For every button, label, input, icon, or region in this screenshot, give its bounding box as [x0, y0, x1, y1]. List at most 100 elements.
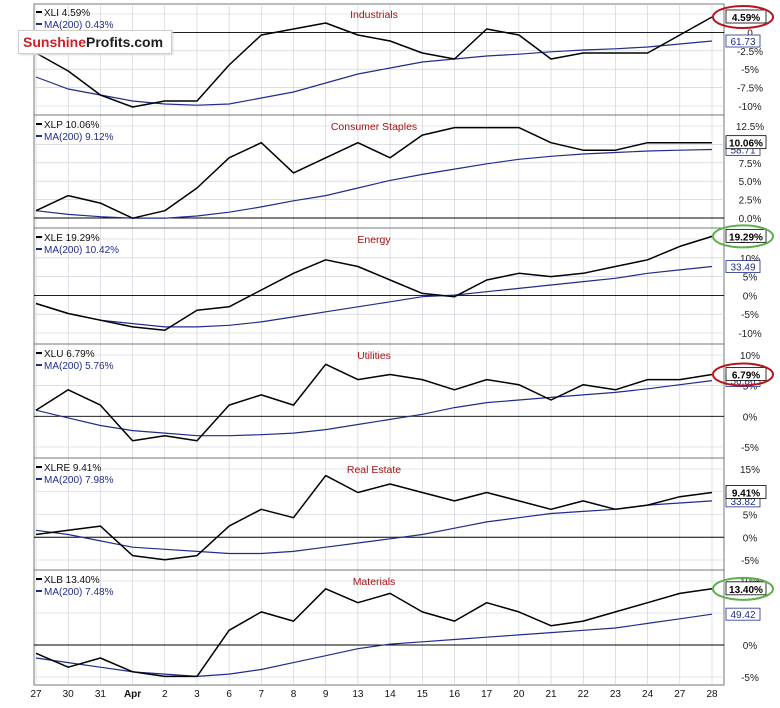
ma-value-box	[725, 260, 761, 273]
last-value-box	[725, 485, 767, 499]
x-tick-label: 13	[352, 689, 364, 700]
legend-price: XLP 10.06%	[44, 120, 100, 131]
x-tick-label: 15	[417, 689, 429, 700]
y-tick-label: 0%	[743, 412, 758, 423]
x-tick-label: 20	[513, 689, 525, 700]
highlight-circle	[712, 576, 774, 601]
legend-ma: MA(200) 5.76%	[44, 361, 114, 372]
ma-line	[35, 500, 713, 555]
legend-price: XLU 6.79%	[44, 349, 95, 360]
x-tick-label: 30	[63, 689, 75, 700]
y-tick-label: -5%	[741, 443, 759, 454]
price-line	[35, 363, 713, 442]
y-tick-label: 0.0%	[739, 214, 762, 225]
logo: Sunshine Profits.com	[18, 30, 173, 54]
ma-value-label: 49.42	[730, 610, 755, 621]
y-tick-label: 10%	[740, 351, 760, 362]
last-value-box	[725, 228, 767, 243]
y-tick-label: -10%	[738, 329, 761, 340]
x-tick-label: 6	[226, 689, 232, 700]
ma-value-box	[725, 607, 761, 621]
last-value-label: 9.41%	[732, 488, 760, 499]
x-tick-label: 23	[610, 689, 622, 700]
highlight-circle	[712, 224, 774, 249]
price-line	[35, 16, 713, 108]
ma-value-box	[725, 34, 761, 48]
x-tick-label: Apr	[124, 689, 141, 700]
x-tick-label: 8	[291, 689, 297, 700]
price-line	[35, 126, 712, 219]
price-line	[35, 235, 713, 332]
last-value-box	[725, 367, 767, 381]
last-value-box	[725, 581, 767, 596]
legend-ma: MA(200) 7.98%	[44, 475, 114, 486]
legend-price: XLB 13.40%	[44, 575, 100, 586]
y-tick-label: -7.5%	[737, 84, 763, 95]
last-value-box	[725, 135, 767, 150]
x-tick-label: 22	[578, 689, 590, 700]
legend-price: XLRE 9.41%	[44, 463, 101, 474]
x-tick-label: 9	[323, 689, 329, 700]
last-value-label: 6.79%	[732, 371, 760, 382]
ma-line	[35, 380, 713, 437]
y-tick-label: 0%	[743, 291, 758, 302]
panel-utilities: 10% 5% 0% -5% Utilities XLU 6.79%MA(200) 5.76…	[34, 343, 774, 454]
last-value-label: 19.29%	[729, 232, 763, 243]
y-tick-label: -5%	[741, 65, 759, 76]
logo-part2: Profits.com	[86, 34, 164, 50]
legend-ma: MA(200) 9.12%	[44, 132, 114, 143]
y-tick-label: 5%	[743, 511, 758, 522]
ma-value-label: 58.71	[730, 145, 755, 156]
y-tick-label: -2.5%	[737, 47, 763, 58]
panel-consumer-staples: 12.5%10.0%7.5%5.0%2.5%0.0%Consumer Stapl…	[34, 114, 767, 225]
y-tick-label: 12.5%	[736, 122, 764, 133]
ma-line	[35, 613, 713, 678]
ma-value-label: 56.86	[730, 377, 755, 388]
ma-value-label: 33.49	[730, 263, 755, 274]
y-tick-label: 15%	[740, 465, 760, 476]
ma-value-label: 61.73	[730, 37, 755, 48]
y-tick-label: 0	[747, 28, 753, 39]
last-value-label: 4.59%	[732, 13, 760, 24]
x-tick-label: 7	[259, 689, 265, 700]
panel-title: Industrials	[350, 9, 398, 21]
y-tick-label: 10%	[740, 254, 760, 265]
highlight-circle	[712, 5, 774, 29]
legend-ma: MA(200) 7.48%	[44, 587, 114, 598]
x-tick-label: 17	[481, 689, 493, 700]
last-value-label: 10.06%	[729, 139, 763, 150]
x-tick-label: 31	[95, 689, 107, 700]
y-tick-label: 5%	[743, 382, 758, 393]
y-tick-label: -5%	[741, 673, 759, 684]
x-tick-label: 21	[545, 689, 557, 700]
y-tick-label: 7.5%	[739, 159, 762, 170]
y-tick-label: 2.5%	[739, 196, 762, 207]
panel-title: Consumer Staples	[331, 121, 417, 133]
panel-title: Utilities	[357, 350, 391, 362]
ma-line	[35, 148, 713, 219]
y-tick-label: 5%	[743, 273, 758, 284]
y-tick-label: -5%	[741, 310, 759, 321]
last-value-label: 13.40%	[729, 585, 763, 596]
x-tick-label: 2	[162, 689, 168, 700]
last-value-box	[725, 9, 767, 24]
x-tick-label: 27	[30, 689, 42, 700]
y-tick-label: 5.0%	[739, 177, 762, 188]
price-line	[35, 474, 713, 561]
panel-title: Materials	[353, 576, 396, 588]
ma-value-label: 33.82	[730, 497, 755, 508]
legend-price: XLI 4.59%	[44, 8, 90, 19]
y-tick-label: 0%	[743, 533, 758, 544]
ma-line	[35, 265, 713, 328]
y-tick-label: -10%	[738, 102, 761, 113]
y-tick-label: -5%	[741, 556, 759, 567]
x-tick-label: 27	[674, 689, 686, 700]
x-tick-label: 16	[449, 689, 461, 700]
ma-line	[35, 40, 713, 106]
